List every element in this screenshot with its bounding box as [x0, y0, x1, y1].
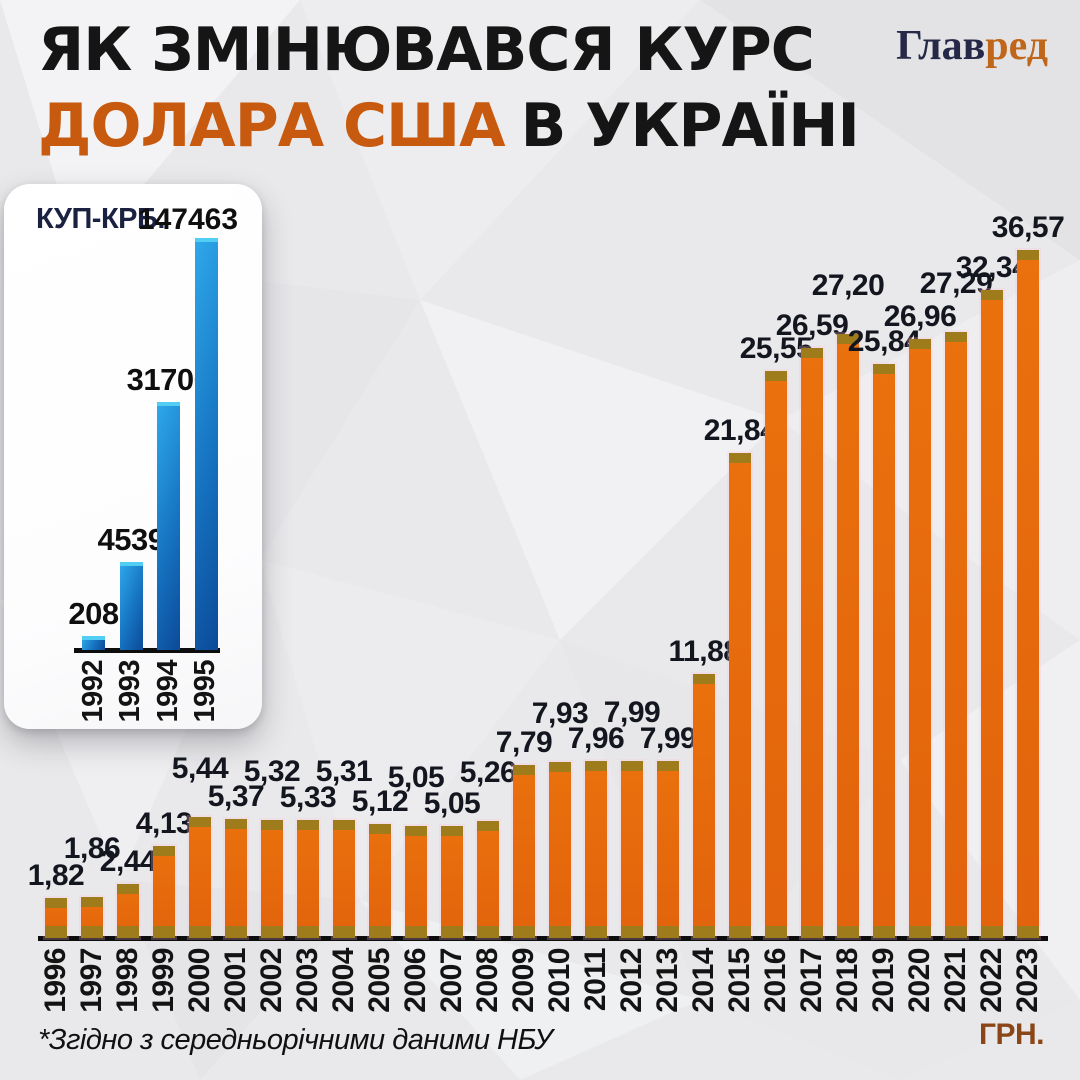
- main-value-label-2004: 5,31: [315, 755, 373, 788]
- main-bar-2022: [981, 290, 1003, 938]
- main-value-label-2022: 32,34: [955, 251, 1029, 284]
- main-bar-2014: [693, 674, 715, 938]
- main-x-axis: [38, 936, 1048, 941]
- main-bar-2004: [333, 820, 355, 938]
- inset-bar-1992: [82, 636, 105, 650]
- inset-bar-1993: [119, 562, 143, 650]
- main-value-label-2010: 7,93: [531, 697, 589, 730]
- main-value-label-2017: 26,59: [775, 309, 849, 342]
- main-bar-2023: [1017, 250, 1039, 938]
- main-value-label-1998: 2,44: [99, 845, 157, 878]
- logo-part-2: ред: [985, 23, 1048, 69]
- main-value-label-2009: 7,79: [495, 726, 553, 759]
- main-bar-2008: [477, 821, 499, 938]
- page-title: ЯК ЗМІНЮВАВСЯ КУРС ДОЛАРА США В УКРАЇНІ: [38, 12, 860, 164]
- main-bar-1996: [45, 898, 67, 938]
- main-value-label-2020: 26,96: [883, 300, 957, 333]
- main-bar-2006: [405, 826, 427, 938]
- main-value-label-2000: 5,44: [171, 752, 229, 785]
- main-value-label-2001: 5,37: [207, 780, 265, 813]
- main-bar-2021: [945, 332, 967, 938]
- inset-bar-1994: [157, 402, 180, 650]
- main-bar-2000: [189, 817, 211, 938]
- main-bar-2002: [261, 820, 283, 938]
- main-value-label-2007: 5,05: [423, 787, 481, 820]
- main-bar-2020: [909, 339, 931, 938]
- main-bar-2011: [585, 761, 607, 938]
- inset-1995-value-label: 147463: [137, 203, 238, 236]
- main-value-label-2016: 25,55: [739, 332, 813, 365]
- main-bar-1997: [81, 897, 103, 938]
- main-bar-2013: [657, 761, 679, 938]
- main-bar-2019: [873, 364, 895, 938]
- currency-unit-label: ГРН.: [978, 1018, 1045, 1051]
- main-bar-2001: [225, 819, 247, 938]
- main-bar-2018: [837, 334, 859, 938]
- main-bar-2017: [801, 348, 823, 938]
- main-value-label-2019: 25,84: [847, 325, 921, 358]
- main-bar-2009: [513, 765, 535, 938]
- page-title-line2-rest: В УКРАЇНІ: [520, 91, 860, 161]
- main-value-label-2012: 7,99: [603, 696, 661, 729]
- main-bar-2016: [765, 371, 787, 938]
- main-bar-2007: [441, 826, 463, 938]
- main-bar-2015: [729, 453, 751, 938]
- main-value-label-2011: 7,96: [567, 722, 625, 755]
- main-value-label-2008: 5,26: [459, 756, 517, 789]
- main-value-label-2003: 5,33: [279, 781, 337, 814]
- main-value-label-2013: 7,99: [639, 722, 697, 755]
- main-value-label-1996: 1,82: [27, 859, 85, 892]
- source-footnote: *Згідно з середньорічними даними НБУ: [38, 1024, 553, 1056]
- page-title-line2: ДОЛАРА США В УКРАЇНІ: [38, 88, 860, 164]
- main-value-label-1999: 4,13: [135, 807, 193, 840]
- main-bar-1998: [117, 884, 139, 938]
- inset-value-label-1992: 208: [68, 596, 119, 631]
- main-bar-2010: [549, 762, 571, 938]
- inset-value-label-1993: 4539: [97, 522, 165, 557]
- main-value-label-2002: 5,32: [243, 755, 301, 788]
- main-value-label-2018: 27,20: [811, 269, 885, 302]
- inset-unit-label: КУП-КРБ.: [36, 203, 165, 235]
- inset-bar-1995: [194, 238, 218, 650]
- page-title-line1: ЯК ЗМІНЮВАВСЯ КУРС: [38, 15, 815, 85]
- page-title-highlight: ДОЛАРА США: [38, 91, 506, 161]
- main-value-label-2021: 27,29: [919, 267, 993, 300]
- main-value-label-2006: 5,05: [387, 761, 445, 794]
- main-value-label-2014: 11,88: [668, 635, 740, 668]
- main-bar-2005: [369, 824, 391, 938]
- main-value-label-2023: 36,57: [991, 211, 1065, 244]
- main-value-label-2005: 5,12: [351, 785, 409, 818]
- main-value-label-1997: 1,86: [63, 832, 121, 865]
- logo-part-1: Глав: [896, 23, 986, 69]
- main-bar-1999: [153, 846, 175, 938]
- main-bar-2012: [621, 761, 643, 938]
- main-bar-2003: [297, 820, 319, 938]
- glavred-logo: Главред: [896, 22, 1048, 70]
- main-value-label-2015: 21,84: [703, 414, 777, 447]
- inset-x-axis: [74, 648, 220, 653]
